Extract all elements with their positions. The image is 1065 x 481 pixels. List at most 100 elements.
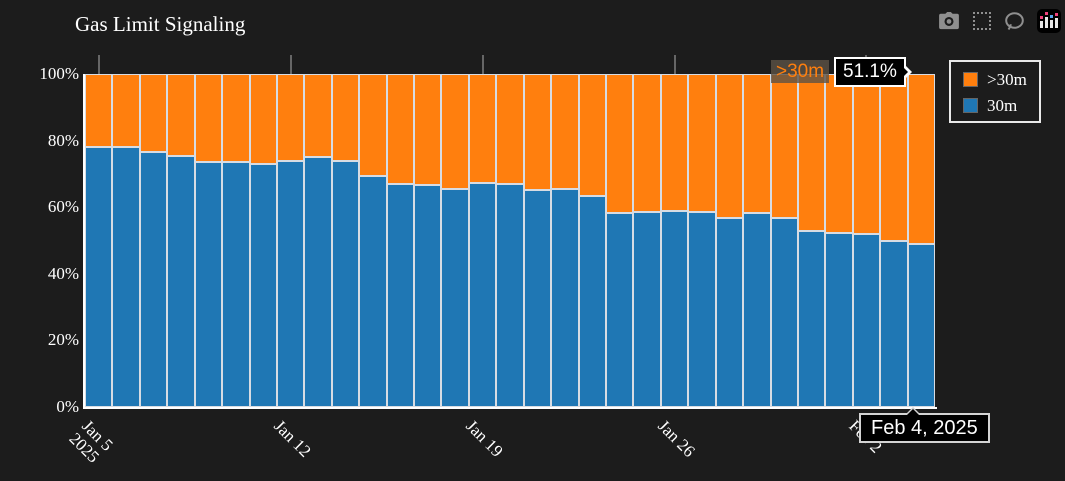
- bar-segment-gt30m[interactable]: [386, 74, 415, 184]
- bar-segment-30m[interactable]: [770, 218, 798, 407]
- stacked-bar[interactable]: [331, 74, 360, 407]
- bar-segment-30m[interactable]: [468, 183, 497, 407]
- stacked-bar[interactable]: [112, 74, 140, 407]
- bar-segment-gt30m[interactable]: [249, 74, 277, 164]
- bar-segment-gt30m[interactable]: [468, 74, 497, 184]
- bar-segment-30m[interactable]: [331, 160, 360, 407]
- bar-segment-30m[interactable]: [688, 211, 716, 407]
- bar-segment-gt30m[interactable]: [167, 74, 195, 156]
- bar-segment-30m[interactable]: [797, 230, 826, 407]
- stacked-bar[interactable]: [194, 74, 223, 407]
- stacked-bar[interactable]: [743, 74, 771, 407]
- stacked-bar[interactable]: [660, 74, 689, 407]
- stacked-bar[interactable]: [770, 74, 798, 407]
- stacked-bar[interactable]: [249, 74, 277, 407]
- bar-segment-30m[interactable]: [606, 212, 634, 407]
- bar-segment-gt30m[interactable]: [441, 74, 469, 189]
- bar-segment-gt30m[interactable]: [715, 74, 744, 219]
- bar-segment-30m[interactable]: [660, 211, 689, 407]
- stacked-bar[interactable]: [880, 74, 908, 407]
- bar-segment-gt30m[interactable]: [139, 74, 168, 153]
- legend-item[interactable]: >30m: [963, 71, 1031, 88]
- bar-segment-30m[interactable]: [276, 160, 305, 407]
- bar-segment-gt30m[interactable]: [359, 74, 387, 176]
- bar-segment-gt30m[interactable]: [523, 74, 552, 190]
- bar-segment-gt30m[interactable]: [743, 74, 771, 214]
- stacked-bar[interactable]: [907, 74, 936, 407]
- bar-segment-gt30m[interactable]: [907, 74, 936, 245]
- bar-segment-30m[interactable]: [633, 211, 661, 407]
- stacked-bar[interactable]: [797, 74, 826, 407]
- stacked-bar[interactable]: [633, 74, 661, 407]
- bar-segment-gt30m[interactable]: [880, 74, 908, 241]
- bar-segment-30m[interactable]: [880, 240, 908, 407]
- stacked-bar[interactable]: [386, 74, 415, 407]
- stacked-bar[interactable]: [825, 74, 853, 407]
- bar-segment-gt30m[interactable]: [660, 74, 689, 212]
- bar-segment-30m[interactable]: [194, 162, 223, 407]
- bar-segment-30m[interactable]: [249, 163, 277, 407]
- stacked-bar[interactable]: [222, 74, 250, 407]
- bar-segment-30m[interactable]: [551, 188, 579, 407]
- bar-segment-30m[interactable]: [414, 184, 442, 407]
- bar-segment-30m[interactable]: [715, 218, 744, 407]
- bar-segment-30m[interactable]: [496, 183, 524, 407]
- bar-segment-30m[interactable]: [386, 183, 415, 407]
- bar-segment-gt30m[interactable]: [688, 74, 716, 212]
- bar-segment-gt30m[interactable]: [85, 74, 113, 148]
- bar-segment-gt30m[interactable]: [414, 74, 442, 185]
- stacked-bar[interactable]: [304, 74, 332, 407]
- bar-segment-gt30m[interactable]: [770, 74, 798, 219]
- bar-segment-gt30m[interactable]: [633, 74, 661, 212]
- bar-segment-gt30m[interactable]: [331, 74, 360, 161]
- bar-segment-gt30m[interactable]: [112, 74, 140, 148]
- bar-segment-gt30m[interactable]: [194, 74, 223, 163]
- stacked-bar[interactable]: [578, 74, 607, 407]
- bar-segment-30m[interactable]: [578, 195, 607, 407]
- stacked-bar[interactable]: [85, 74, 113, 407]
- legend-item[interactable]: 30m: [963, 97, 1031, 114]
- bar-segment-30m[interactable]: [85, 147, 113, 407]
- camera-icon[interactable]: [938, 12, 960, 30]
- bar-segment-30m[interactable]: [523, 189, 552, 407]
- bar-segment-30m[interactable]: [825, 232, 853, 407]
- bar-segment-gt30m[interactable]: [496, 74, 524, 184]
- comment-icon[interactable]: [1004, 11, 1024, 31]
- stacked-bar[interactable]: [139, 74, 168, 407]
- bar-segment-gt30m[interactable]: [825, 74, 853, 233]
- box-select-icon[interactable]: [973, 12, 991, 30]
- bar-segment-gt30m[interactable]: [304, 74, 332, 158]
- stacked-bar[interactable]: [359, 74, 387, 407]
- stacked-bar[interactable]: [276, 74, 305, 407]
- stacked-bar[interactable]: [688, 74, 716, 407]
- chart-logo-icon[interactable]: [1037, 9, 1061, 33]
- bar-segment-30m[interactable]: [139, 152, 168, 407]
- stacked-bar[interactable]: [414, 74, 442, 407]
- bar-segment-30m[interactable]: [222, 162, 250, 407]
- bar-segment-gt30m[interactable]: [551, 74, 579, 189]
- bar-segment-30m[interactable]: [167, 155, 195, 407]
- stacked-bar[interactable]: [852, 74, 881, 407]
- bar-segment-30m[interactable]: [441, 188, 469, 407]
- bar-segment-30m[interactable]: [743, 213, 771, 407]
- bar-segment-gt30m[interactable]: [276, 74, 305, 161]
- stacked-bar[interactable]: [715, 74, 744, 407]
- bar-segment-gt30m[interactable]: [797, 74, 826, 231]
- bar-segment-gt30m[interactable]: [852, 74, 881, 234]
- y-tick-label: 60%: [47, 197, 79, 217]
- bar-segment-30m[interactable]: [907, 244, 936, 407]
- stacked-bar[interactable]: [496, 74, 524, 407]
- bar-segment-gt30m[interactable]: [578, 74, 607, 196]
- bar-segment-30m[interactable]: [852, 233, 881, 407]
- bar-segment-gt30m[interactable]: [606, 74, 634, 213]
- bar-segment-gt30m[interactable]: [222, 74, 250, 163]
- bar-segment-30m[interactable]: [304, 157, 332, 407]
- stacked-bar[interactable]: [167, 74, 195, 407]
- stacked-bar[interactable]: [606, 74, 634, 407]
- bar-segment-30m[interactable]: [359, 175, 387, 407]
- stacked-bar[interactable]: [468, 74, 497, 407]
- stacked-bar[interactable]: [523, 74, 552, 407]
- bar-segment-30m[interactable]: [112, 147, 140, 407]
- stacked-bar[interactable]: [441, 74, 469, 407]
- stacked-bar[interactable]: [551, 74, 579, 407]
